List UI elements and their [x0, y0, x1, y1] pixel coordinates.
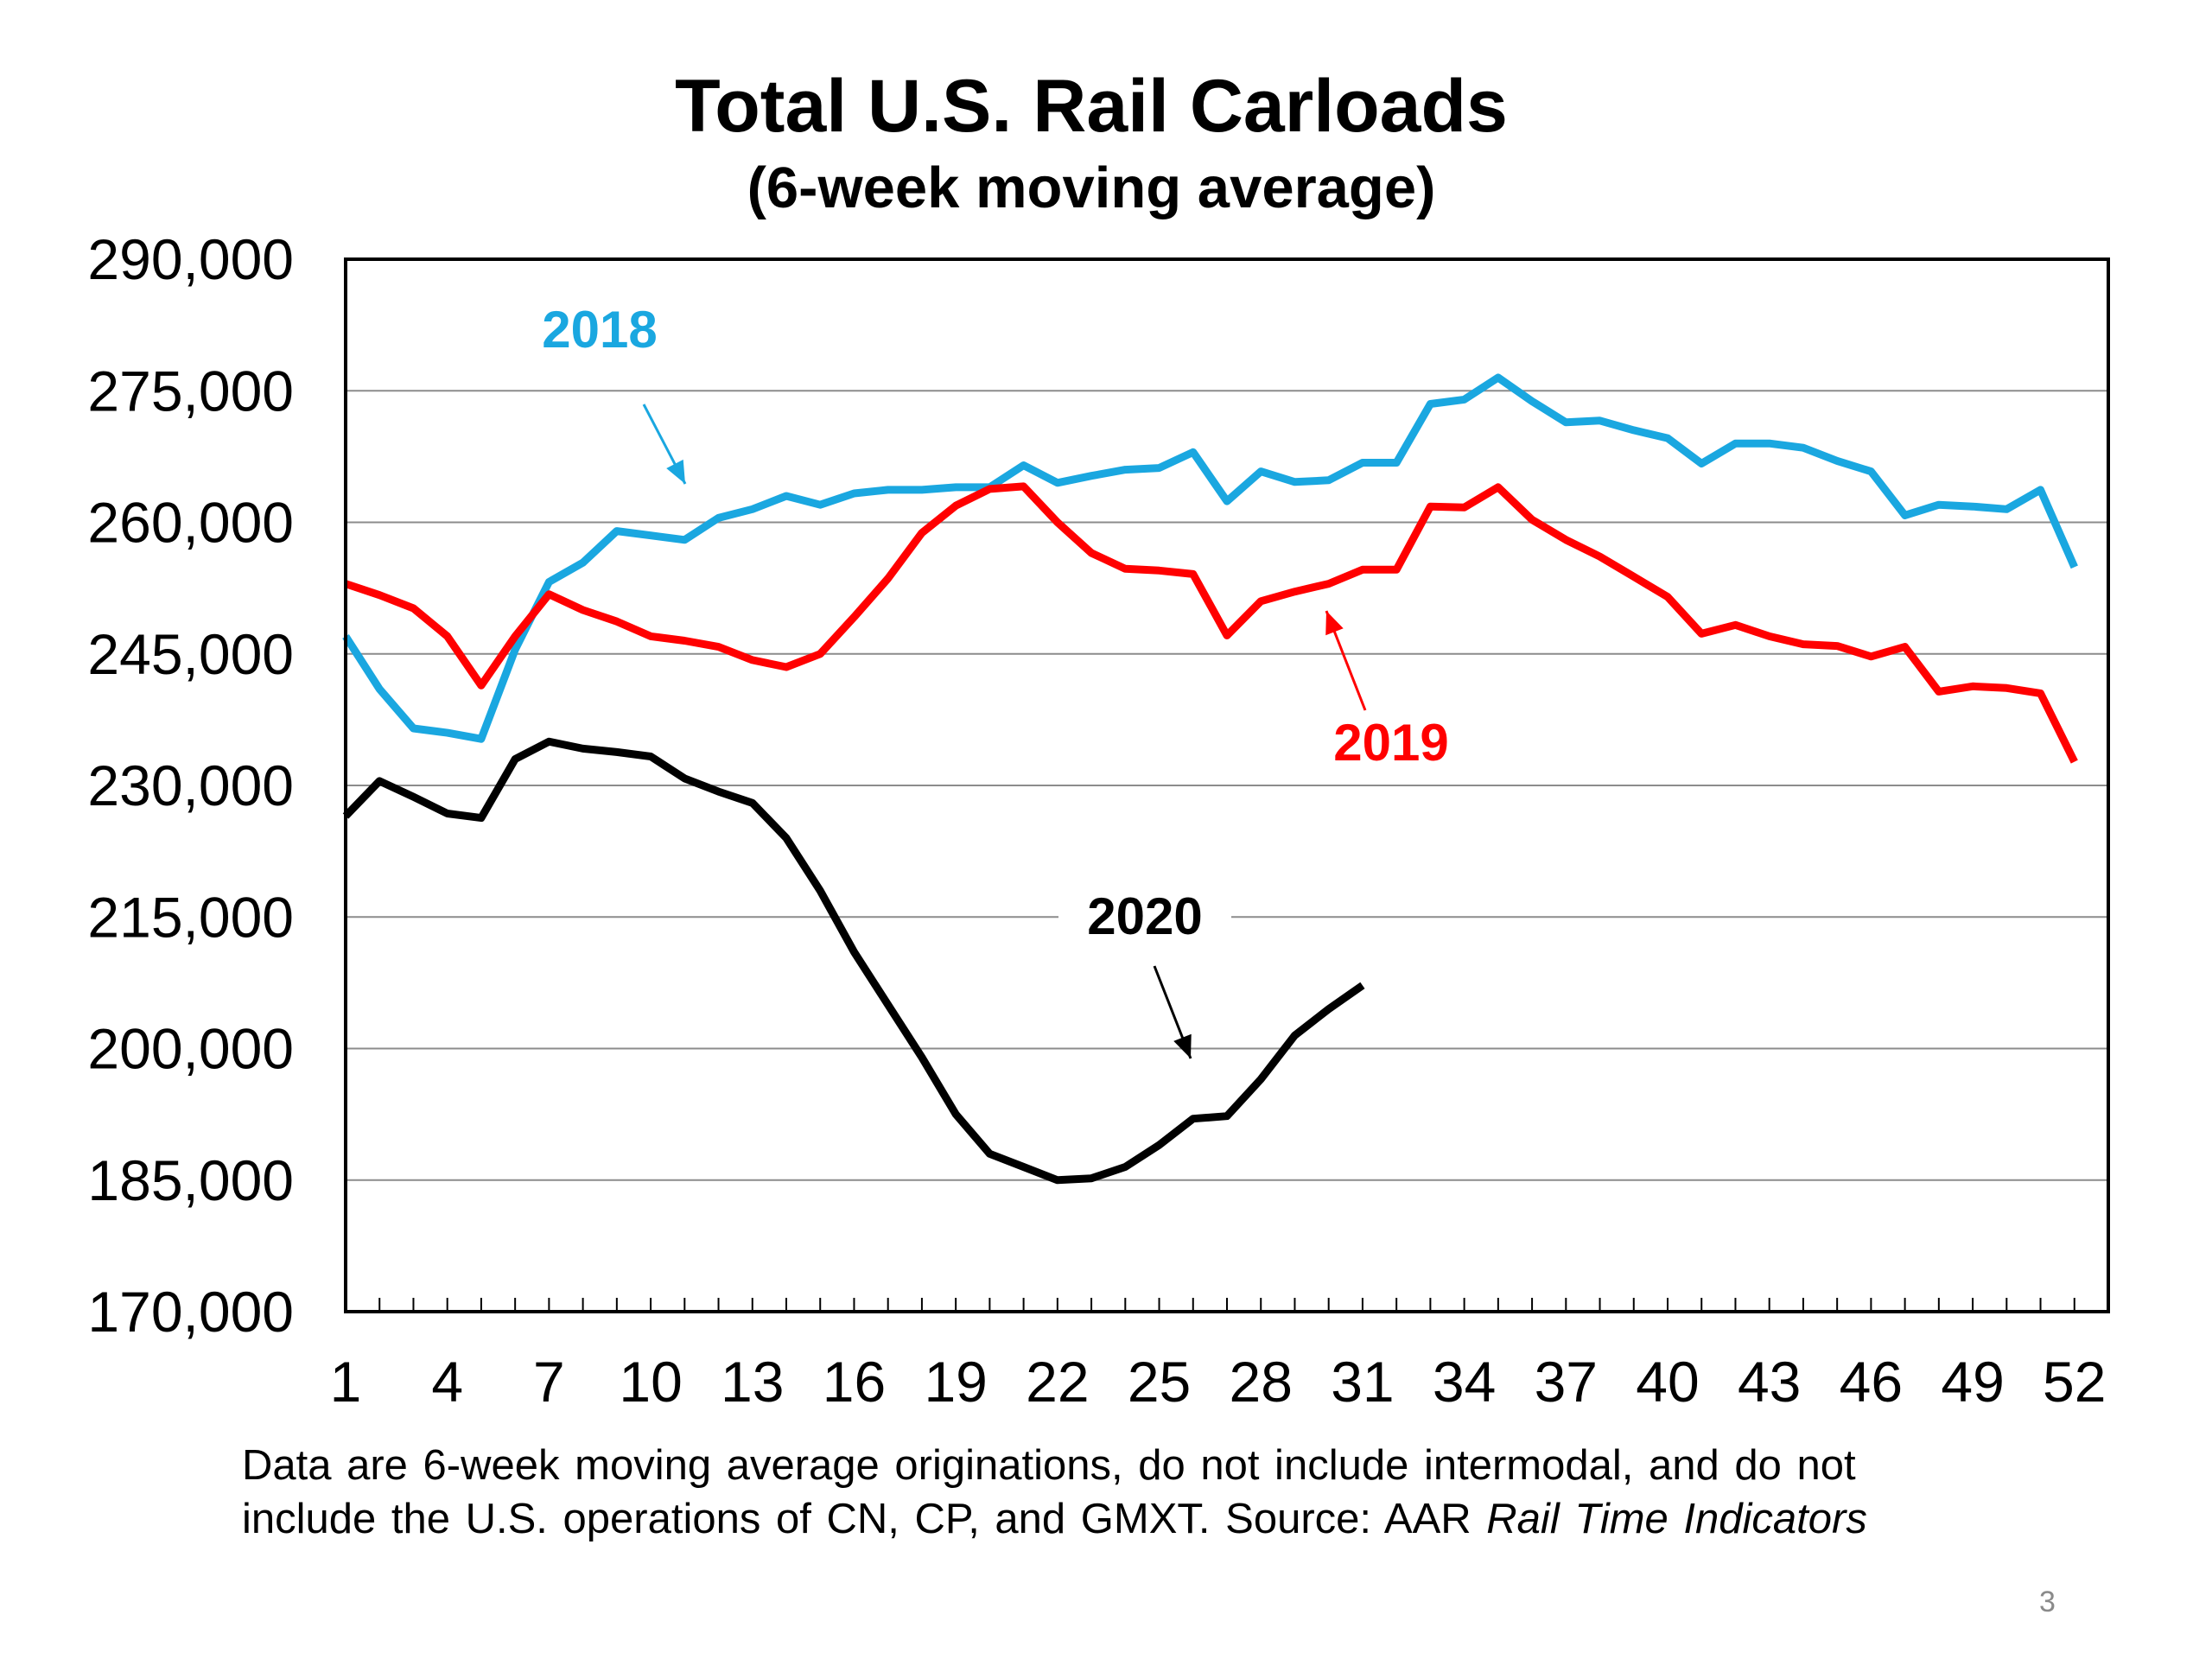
annotation-arrowhead	[1325, 611, 1344, 636]
slide-page-number: 3	[2039, 1586, 2056, 1618]
y-tick-label: 290,000	[87, 227, 294, 291]
annotation-background	[1058, 884, 1231, 950]
y-tick-label: 260,000	[87, 491, 294, 555]
x-tick-label: 1	[330, 1350, 362, 1414]
series-line-2018	[342, 373, 2078, 743]
y-tick-label: 275,000	[87, 359, 294, 423]
x-tick-label: 13	[721, 1350, 784, 1414]
annotation-background	[1300, 710, 1482, 776]
footnote-source-name: Rail Time Indicators	[1486, 1496, 1867, 1542]
chart-title: Total U.S. Rail Carloads	[675, 65, 1508, 148]
x-tick-label: 19	[924, 1350, 987, 1414]
footnote-line-1: Data are 6-week moving average originati…	[242, 1442, 1856, 1489]
y-tick-label: 170,000	[87, 1280, 294, 1344]
x-tick-label: 7	[533, 1350, 565, 1414]
series-line-2020	[342, 737, 1365, 1185]
chart-subtitle: (6-week moving average)	[747, 156, 1436, 220]
x-tick-label: 34	[1433, 1350, 1496, 1414]
footnote-source-text: include the U.S. operations of CN, CP, a…	[242, 1496, 1487, 1542]
series-label-2018: 2018	[542, 301, 657, 359]
series-lines	[342, 373, 2078, 1185]
series-annotations: 2018 2019 2020	[510, 297, 1482, 1059]
series-label-2019: 2019	[1333, 714, 1448, 772]
series-label-2020: 2020	[1087, 887, 1202, 945]
plot-area-frame	[344, 257, 2110, 1313]
y-tick-label: 215,000	[87, 885, 294, 949]
gridlines	[346, 390, 2108, 1181]
annotation-background	[510, 297, 691, 363]
footnote-line-2: include the U.S. operations of CN, CP, a…	[242, 1492, 2108, 1546]
annotation-arrowhead	[1173, 1033, 1192, 1058]
x-tick-label: 25	[1128, 1350, 1191, 1414]
y-tick-label: 185,000	[87, 1148, 294, 1212]
x-tick-label: 40	[1636, 1350, 1699, 1414]
y-axis-ticks: 170,000 185,000 200,000 215,000 230,000 245,0…	[87, 227, 294, 1344]
series-line-2019	[344, 482, 2078, 764]
x-tick-label: 46	[1840, 1350, 1903, 1414]
x-tick-label: 10	[619, 1350, 682, 1414]
annotation-arrowhead	[666, 459, 685, 484]
x-tick-label: 22	[1026, 1350, 1089, 1414]
x-tick-label: 52	[2043, 1350, 2106, 1414]
x-tick-label: 43	[1738, 1350, 1801, 1414]
x-tick-label: 16	[823, 1350, 886, 1414]
x-tick-label: 28	[1230, 1350, 1293, 1414]
y-tick-label: 230,000	[87, 753, 294, 817]
chart-footnote: Data are 6-week moving average originati…	[242, 1439, 2108, 1546]
x-axis-ticks: 1 4 7 10 13 16 19 22 25 28 31 34 37 40 43 46 49 52	[330, 1298, 2106, 1414]
x-tick-label: 31	[1331, 1350, 1394, 1414]
y-tick-label: 245,000	[87, 622, 294, 686]
x-tick-label: 49	[1941, 1350, 2004, 1414]
x-tick-label: 37	[1535, 1350, 1598, 1414]
y-tick-label: 200,000	[87, 1017, 294, 1081]
x-tick-label: 4	[431, 1350, 463, 1414]
